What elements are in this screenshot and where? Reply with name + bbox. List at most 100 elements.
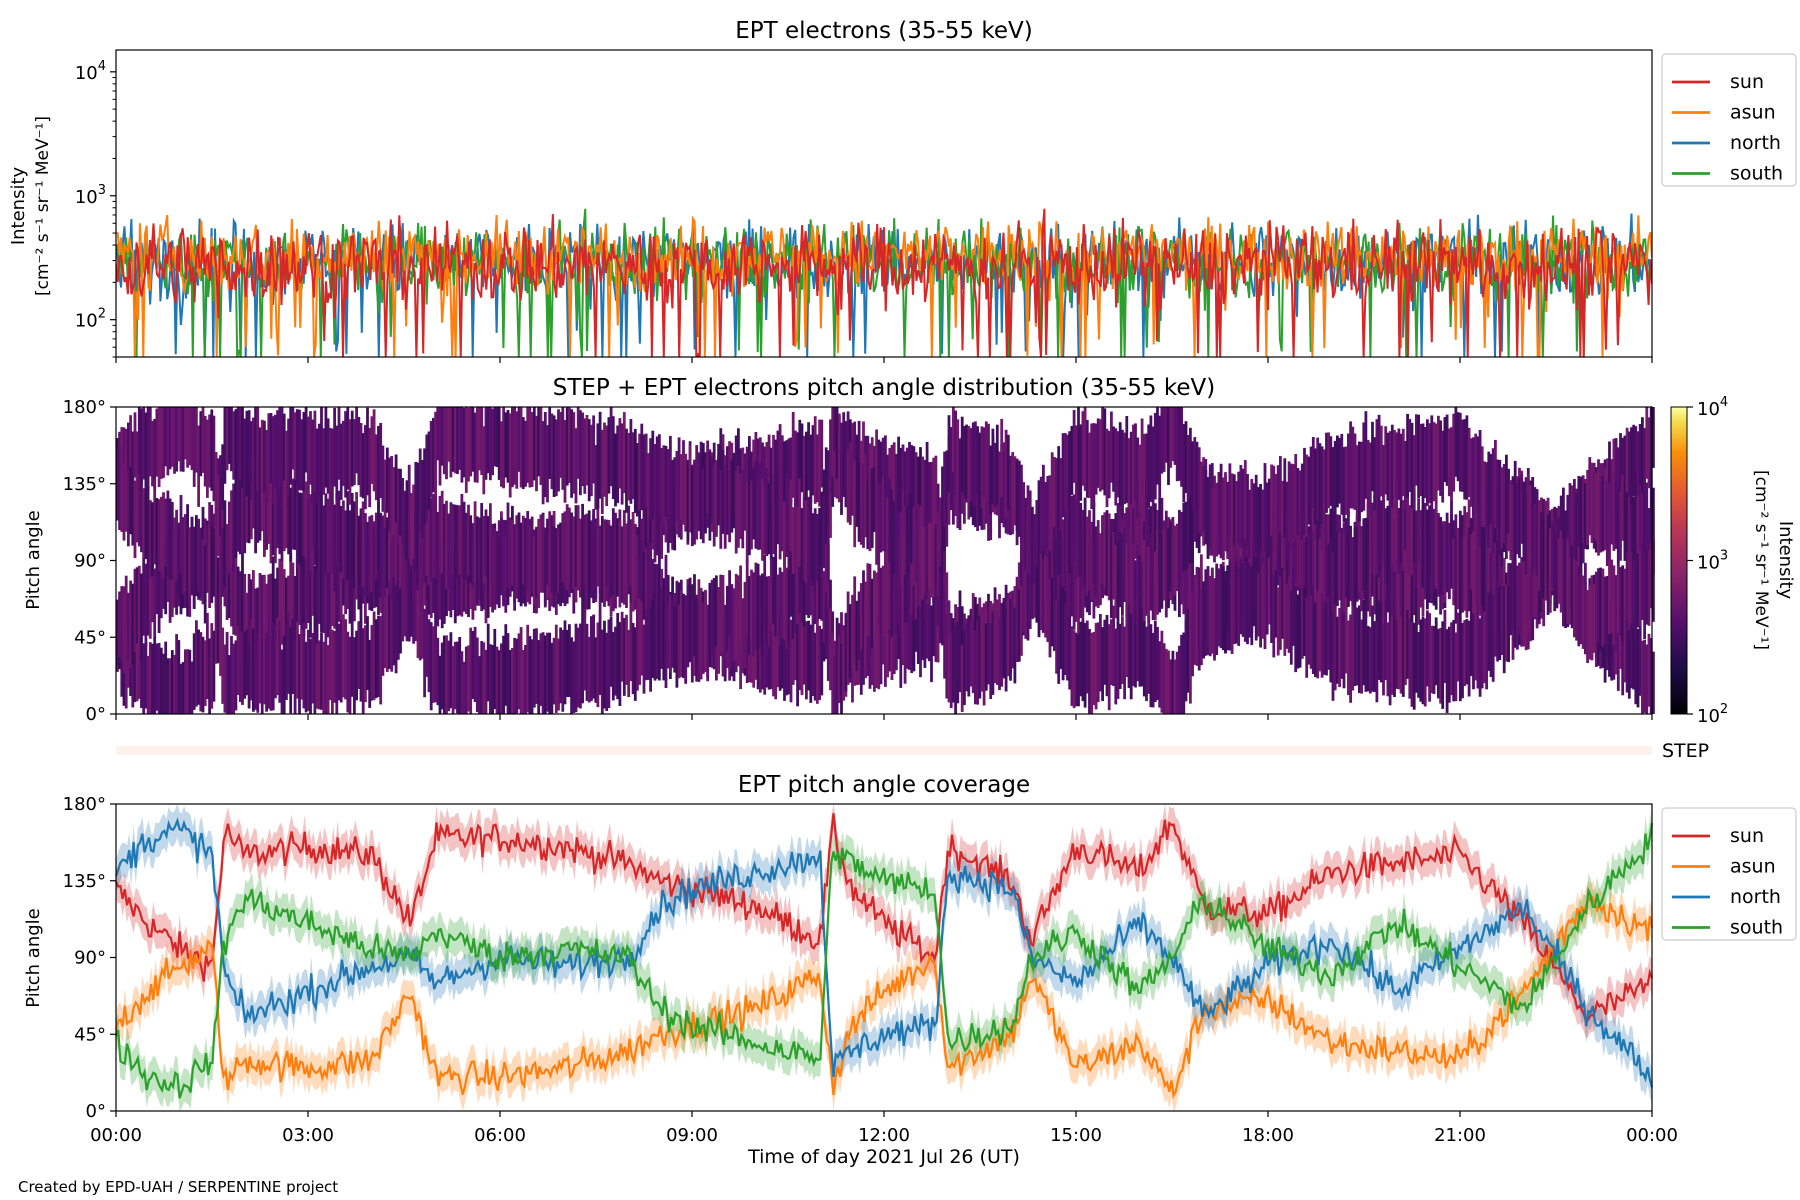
pad-cell bbox=[787, 629, 791, 695]
pad-cell bbox=[1406, 493, 1409, 572]
pad-cell bbox=[616, 613, 620, 700]
pad-cell bbox=[519, 627, 523, 714]
pad-cell bbox=[1314, 498, 1317, 581]
pad-cell bbox=[366, 407, 369, 496]
pad-cell bbox=[188, 649, 192, 714]
pad-cell bbox=[640, 540, 644, 624]
pad-cell bbox=[570, 409, 573, 498]
pad-cell bbox=[842, 426, 846, 498]
pad-cell bbox=[252, 570, 255, 647]
pad-cell bbox=[155, 542, 159, 615]
pad-cell bbox=[811, 620, 815, 696]
pad-cell bbox=[1518, 477, 1521, 559]
pad-cell bbox=[1619, 490, 1622, 561]
pad-cell bbox=[1421, 616, 1425, 705]
pad-cell bbox=[440, 642, 444, 710]
coverage-panel: EPT pitch angle coverage 0°45°90°135°180… bbox=[23, 772, 1797, 1168]
pad-cell bbox=[190, 407, 194, 470]
pad-cell bbox=[895, 482, 898, 564]
pad-cell bbox=[436, 407, 440, 461]
pad-cell bbox=[1562, 537, 1565, 627]
pad-cell bbox=[809, 495, 813, 579]
pad-cell bbox=[1182, 424, 1186, 503]
pad-cell bbox=[1178, 407, 1181, 481]
pad-cell bbox=[1441, 430, 1445, 503]
pad-cell bbox=[1603, 576, 1607, 645]
pad-cell bbox=[756, 438, 760, 512]
pad-cell bbox=[157, 643, 161, 714]
pad-cell bbox=[829, 463, 832, 538]
pad-cell bbox=[1164, 407, 1168, 463]
pad-cell bbox=[1175, 523, 1179, 589]
pad-cell bbox=[339, 619, 343, 703]
pad-cell bbox=[506, 502, 510, 587]
pad-cell bbox=[519, 407, 523, 488]
pad-cell bbox=[1318, 538, 1322, 627]
pad-cell bbox=[1368, 511, 1372, 595]
pad-cell bbox=[796, 432, 799, 515]
pad-cell bbox=[644, 504, 648, 579]
pad-cell bbox=[1235, 481, 1238, 556]
pad-cell bbox=[475, 516, 479, 603]
pad-cell bbox=[816, 552, 819, 622]
pad-cell bbox=[1219, 476, 1223, 559]
pad-cell bbox=[785, 474, 789, 558]
pad-cell bbox=[877, 542, 881, 628]
pad-cell bbox=[1105, 615, 1109, 697]
pad-cell bbox=[947, 636, 951, 703]
pad-cell bbox=[998, 618, 1001, 691]
pad-cell bbox=[1063, 433, 1067, 509]
pad-cell bbox=[1127, 528, 1131, 613]
pad-cell bbox=[366, 521, 369, 597]
pad-cell bbox=[407, 464, 411, 550]
pad-cell bbox=[221, 627, 225, 704]
pad-cell bbox=[1300, 584, 1304, 659]
pad-cell bbox=[1445, 414, 1449, 486]
pad-cell bbox=[212, 415, 216, 502]
pad-cell bbox=[133, 412, 137, 478]
pad-cell bbox=[1472, 437, 1475, 516]
pad-cell bbox=[1101, 515, 1104, 585]
pad-cell bbox=[649, 438, 652, 520]
pad-cell bbox=[1123, 432, 1126, 505]
pad-cell bbox=[377, 425, 380, 511]
pad-cell bbox=[1390, 540, 1394, 618]
pad-cell bbox=[971, 422, 975, 508]
pad-cell bbox=[438, 407, 442, 486]
pad-cell bbox=[298, 409, 301, 491]
pad-cell bbox=[666, 477, 670, 553]
pad-cell bbox=[129, 466, 132, 535]
pad-cell bbox=[1140, 562, 1144, 629]
pad-cell bbox=[1461, 622, 1464, 699]
pad-cell bbox=[802, 496, 806, 581]
pad-cell bbox=[1094, 622, 1098, 710]
pad-cell bbox=[1430, 415, 1434, 504]
pad-cell bbox=[188, 527, 192, 597]
pad-cell bbox=[548, 511, 552, 598]
pad-cell bbox=[291, 478, 295, 550]
pad-cell bbox=[453, 641, 457, 710]
pad-cell bbox=[614, 626, 617, 696]
pad-cell bbox=[478, 517, 481, 601]
pad-cell bbox=[631, 432, 635, 500]
pad-cell bbox=[965, 424, 968, 499]
pad-cell bbox=[1373, 543, 1377, 615]
legend-label-south: south bbox=[1730, 917, 1783, 939]
pad-cell bbox=[848, 442, 852, 525]
pad-cell bbox=[1121, 533, 1124, 616]
pad-cell bbox=[1325, 603, 1328, 676]
pad-cell bbox=[800, 554, 804, 622]
pad-cell bbox=[425, 509, 429, 577]
pad-cell bbox=[820, 419, 824, 488]
pad-cell bbox=[285, 430, 288, 507]
pad-cell bbox=[862, 570, 865, 659]
pad-cell bbox=[361, 433, 365, 499]
pad-cell bbox=[495, 407, 499, 467]
pad-cell bbox=[1221, 566, 1225, 651]
pad-cell bbox=[945, 572, 949, 652]
pad-cell bbox=[1456, 412, 1460, 482]
pad-cell bbox=[748, 576, 751, 655]
pad-cell bbox=[1417, 632, 1420, 698]
pad-cell bbox=[934, 595, 938, 662]
pad-cell bbox=[831, 632, 835, 714]
